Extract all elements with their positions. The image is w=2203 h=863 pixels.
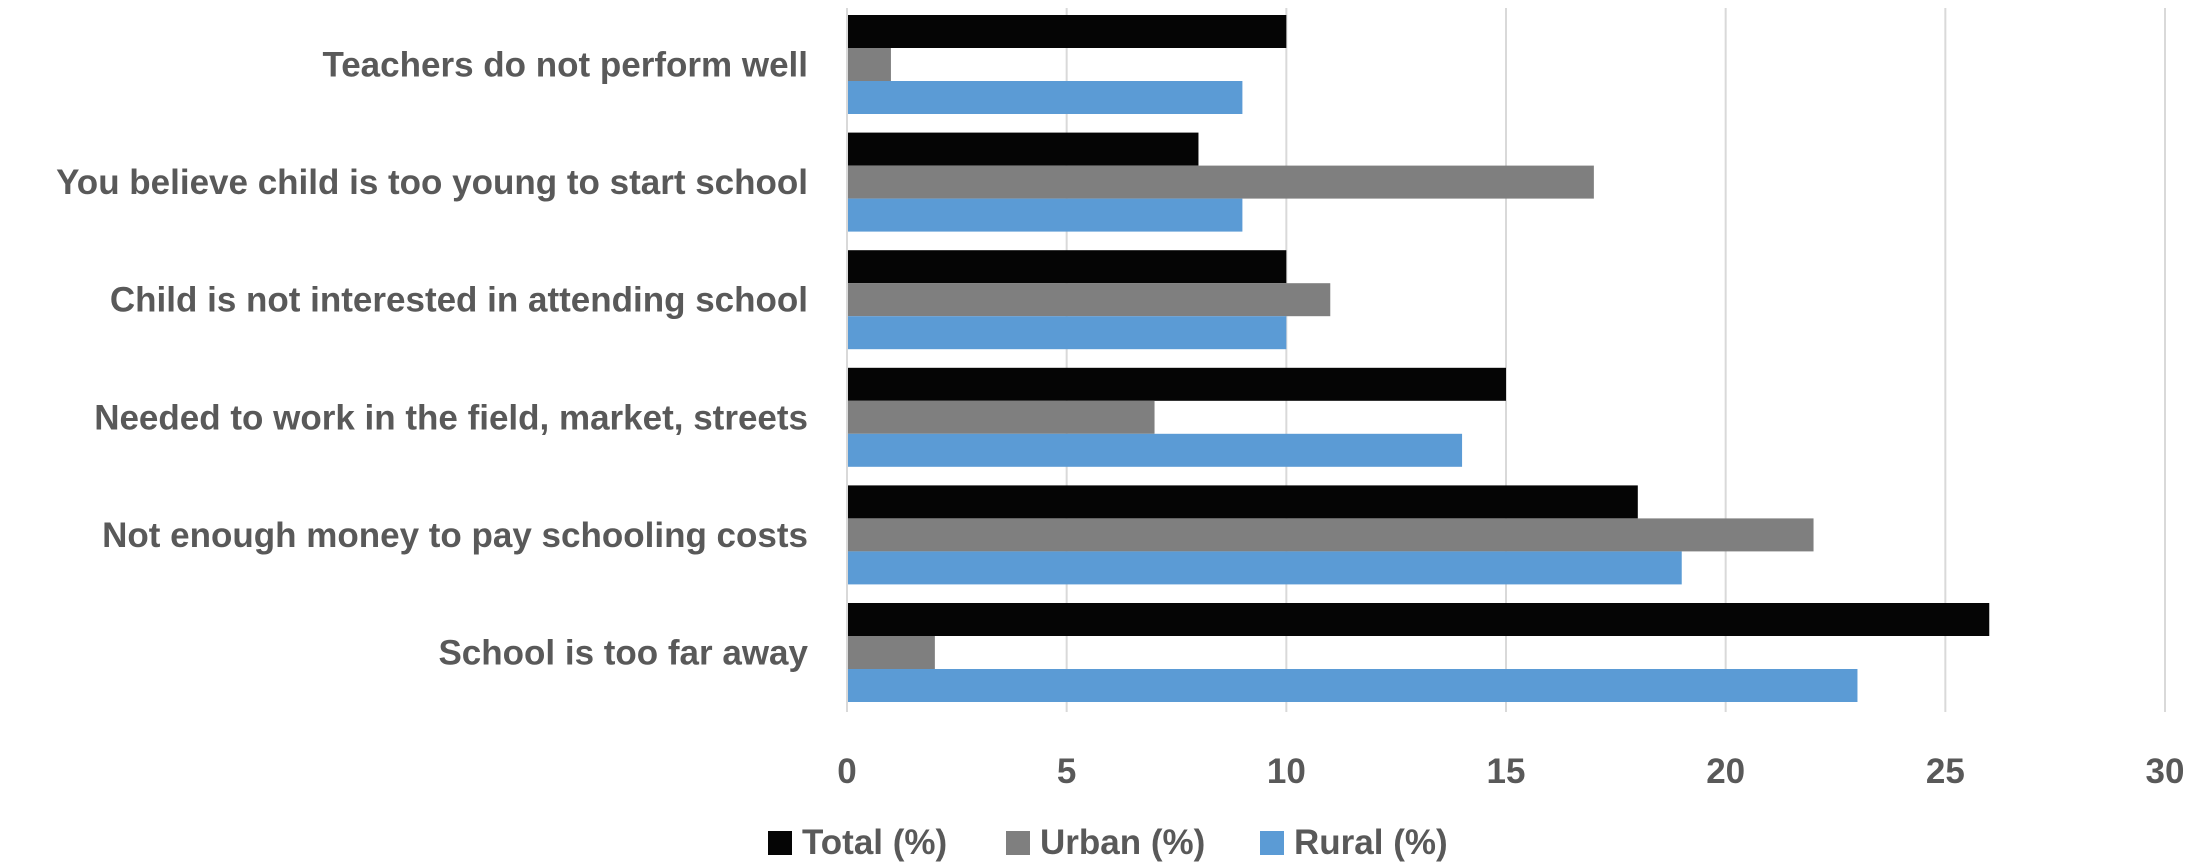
- bar-rural-0: [847, 81, 1243, 114]
- bar-urban-4: [847, 518, 1814, 552]
- x-tick-label: 25: [1926, 752, 1965, 791]
- bar-total-2: [847, 250, 1287, 284]
- bar-total-0: [847, 15, 1287, 48]
- x-tick-label: 20: [1706, 752, 1745, 791]
- x-tick-label: 15: [1487, 752, 1526, 791]
- bar-rural-4: [847, 551, 1682, 585]
- legend-label-rural: Rural (%): [1294, 823, 1448, 862]
- bar-urban-5: [847, 636, 935, 669]
- category-label: Teachers do not perform well: [322, 46, 808, 85]
- category-label: Not enough money to pay schooling costs: [102, 516, 808, 555]
- bar-total-4: [847, 485, 1638, 519]
- bar-total-3: [847, 367, 1506, 401]
- bar-rural-1: [847, 198, 1243, 232]
- bar-urban-1: [847, 165, 1594, 199]
- bar-rural-3: [847, 433, 1463, 467]
- category-label: You believe child is too young to start …: [56, 163, 808, 202]
- legend-swatch-rural: [1260, 831, 1284, 855]
- x-tick-label: 5: [1057, 752, 1076, 791]
- bar-rural-5: [847, 669, 1858, 702]
- legend-swatch-urban: [1006, 831, 1030, 855]
- category-label: Needed to work in the field, market, str…: [94, 398, 808, 437]
- bar-total-5: [847, 603, 1990, 636]
- legend-label-urban: Urban (%): [1040, 823, 1205, 862]
- bar-total-1: [847, 132, 1199, 166]
- legend-swatch-total: [768, 831, 792, 855]
- legend-label-total: Total (%): [802, 823, 947, 862]
- bar-rural-2: [847, 316, 1287, 350]
- bar-urban-2: [847, 283, 1331, 317]
- bar-urban-3: [847, 400, 1155, 434]
- x-tick-label: 30: [2146, 752, 2185, 791]
- bar-urban-0: [847, 48, 891, 81]
- x-tick-label: 0: [837, 752, 856, 791]
- category-label: School is too far away: [438, 634, 808, 673]
- category-label: Child is not interested in attending sch…: [110, 281, 808, 320]
- x-tick-label: 10: [1267, 752, 1306, 791]
